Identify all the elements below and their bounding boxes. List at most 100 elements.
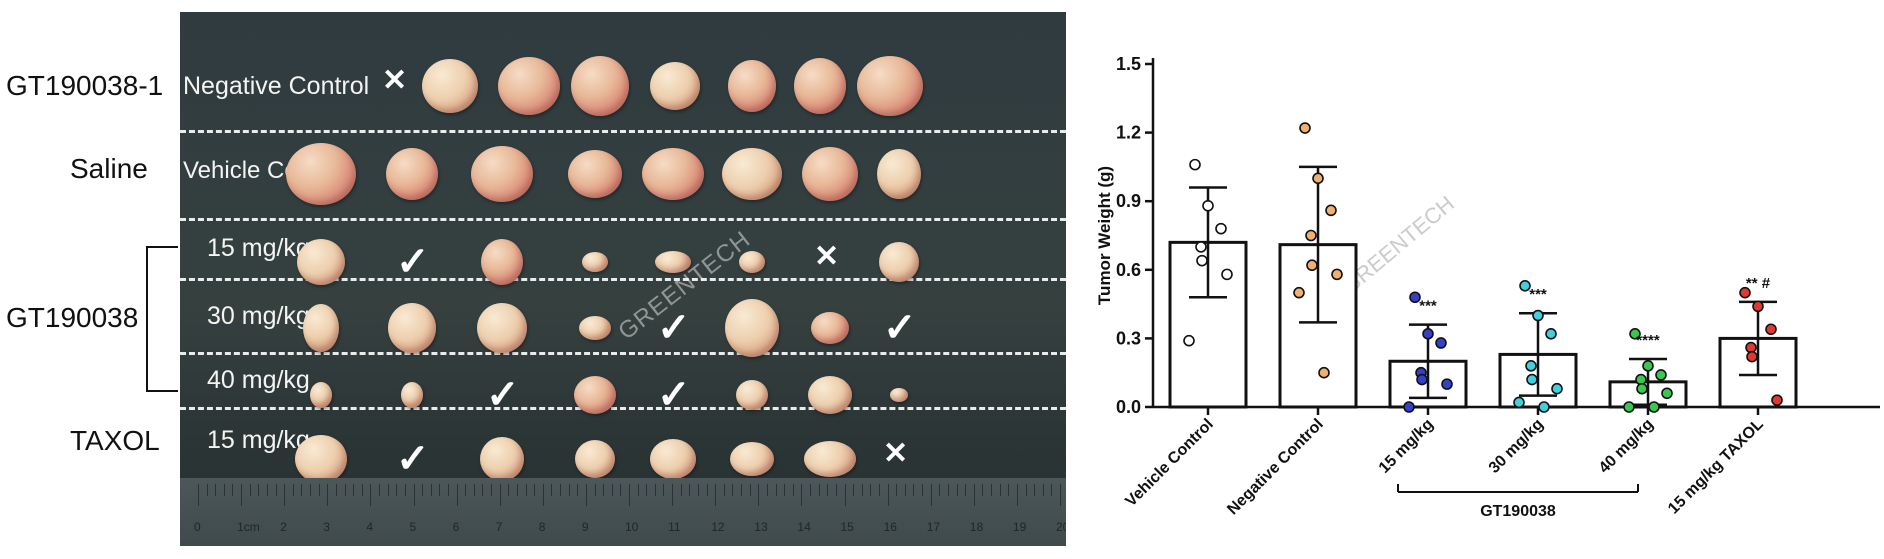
divider-line xyxy=(180,130,1066,133)
ruler-tick xyxy=(439,484,441,496)
ruler-tick xyxy=(241,484,243,506)
ruler-tick xyxy=(379,484,381,496)
ruler-tick xyxy=(327,484,329,506)
ruler-number: 5 xyxy=(409,520,417,534)
data-point xyxy=(1196,254,1208,267)
ruler-tick xyxy=(1016,484,1018,506)
ruler-number: 16 xyxy=(883,520,897,534)
tumor-sample xyxy=(857,56,923,116)
data-point xyxy=(1532,309,1544,322)
ruler-tick xyxy=(396,484,398,496)
data-point xyxy=(1636,382,1648,395)
ruler-tick xyxy=(741,484,743,496)
ruler-tick xyxy=(542,484,544,506)
ruler-tick xyxy=(310,484,312,496)
ruler-tick xyxy=(973,484,975,506)
photo-label-30-mg-kg: 30 mg/kg xyxy=(207,302,310,330)
photo-label-negative-control: Negative Control xyxy=(183,72,370,100)
ruler-number: 4 xyxy=(366,520,374,534)
data-point xyxy=(1752,300,1764,313)
y-tick-label: 0.6 xyxy=(1116,260,1141,280)
y-tick-label: 0.3 xyxy=(1116,328,1141,348)
ruler-tick xyxy=(232,484,234,496)
ruler-tick xyxy=(482,484,484,496)
ruler-tick xyxy=(861,484,863,496)
ruler-tick xyxy=(344,484,346,496)
ruler-tick xyxy=(560,484,562,496)
ruler-number: 12 xyxy=(711,520,725,534)
data-point xyxy=(1409,291,1421,304)
ruler-tick xyxy=(361,484,363,496)
data-point xyxy=(1299,122,1311,134)
ruler-tick xyxy=(456,484,458,506)
ruler-tick xyxy=(835,484,837,496)
tumor-sample xyxy=(794,58,846,114)
tumor-sample xyxy=(295,435,347,483)
ruler-tick xyxy=(223,484,225,496)
ruler-number: 1cm xyxy=(237,520,260,534)
category-label: 15 mg/kg xyxy=(1376,416,1437,477)
data-point xyxy=(1441,378,1453,390)
data-point xyxy=(1293,286,1305,299)
check-mark-icon: ✓ xyxy=(486,373,520,417)
ruler-number: 19 xyxy=(1012,520,1027,534)
check-mark-icon: ✓ xyxy=(657,373,691,417)
check-mark-icon: ✓ xyxy=(657,306,691,350)
ruler-tick xyxy=(801,484,803,506)
ruler-tick xyxy=(301,484,303,496)
ruler-tick xyxy=(516,484,518,496)
ruler-number: 0 xyxy=(194,520,201,534)
ruler-tick xyxy=(629,484,630,506)
ruler-tick xyxy=(258,484,260,496)
ruler-tick xyxy=(335,484,337,496)
tumor-sample xyxy=(879,242,919,282)
ruler-tick xyxy=(904,484,906,496)
ruler-tick xyxy=(689,484,691,496)
ruler-number: 17 xyxy=(926,520,941,534)
data-point xyxy=(1221,268,1233,281)
tumor-sample xyxy=(568,150,622,198)
tumor-sample xyxy=(722,148,782,200)
data-point xyxy=(1189,158,1201,171)
divider-line xyxy=(180,278,1066,281)
check-mark-icon: ✓ xyxy=(396,240,430,284)
tumor-sample xyxy=(650,62,700,110)
ruler-tick xyxy=(215,484,217,496)
ruler-tick xyxy=(284,484,286,506)
ruler-tick xyxy=(715,484,717,506)
cross-mark-icon: ✕ xyxy=(883,437,909,470)
tumor-sample xyxy=(303,304,339,352)
ruler-tick xyxy=(818,484,820,496)
ruler-tick xyxy=(491,484,493,496)
ruler-tick xyxy=(913,484,915,496)
ruler-tick xyxy=(611,484,613,496)
data-point xyxy=(1746,350,1758,363)
tumor-sample xyxy=(401,382,423,408)
ruler-tick xyxy=(956,484,958,496)
ruler-tick xyxy=(732,484,734,496)
ruler-tick xyxy=(534,484,536,496)
ruler-tick xyxy=(766,484,768,496)
ruler-tick xyxy=(1051,484,1053,496)
ruler-number: 10 xyxy=(625,520,639,534)
tumor-sample xyxy=(477,303,527,353)
tumor-sample xyxy=(582,252,608,272)
y-tick-label: 1.2 xyxy=(1116,123,1141,143)
data-point xyxy=(1538,401,1550,413)
data-point xyxy=(1435,337,1447,349)
photo-label-15-mg-kg: 15 mg/kg xyxy=(207,234,310,262)
tumor-sample xyxy=(730,442,774,476)
ruler-tick xyxy=(922,484,924,496)
ruler: 0 1cm 2 3 4 5 6 7 8 9 10 11 12 13 14 15 16 17 18 19 20 xyxy=(180,478,1066,546)
tumor-sample xyxy=(388,303,436,353)
ruler-tick xyxy=(663,484,665,496)
ruler-tick xyxy=(1008,484,1010,496)
cross-mark-icon: ✕ xyxy=(814,240,840,273)
data-point xyxy=(1739,286,1751,299)
label-gt190038-1: GT190038-1 xyxy=(6,70,164,101)
photo-label-taxol-15-mg-kg: 15 mg/kg xyxy=(207,426,310,454)
tumor-sample xyxy=(575,440,615,478)
y-tick-label: 0.9 xyxy=(1116,191,1141,211)
ruler-number: 7 xyxy=(495,520,503,534)
ruler-tick xyxy=(784,484,786,496)
